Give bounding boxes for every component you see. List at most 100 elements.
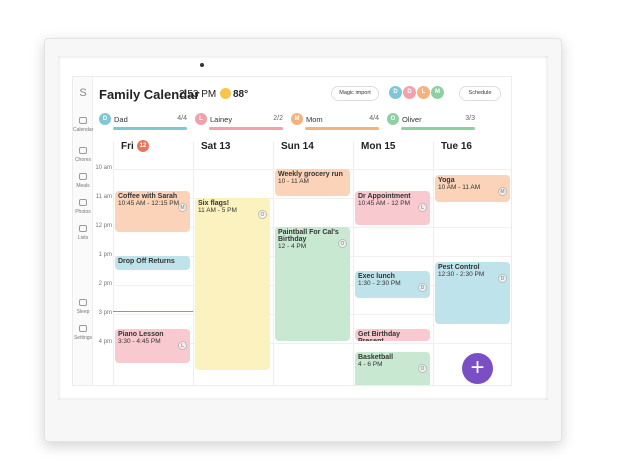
nav-label[interactable]: Photos [75, 209, 91, 215]
hour-line [113, 343, 511, 344]
time: 2:53 PM [179, 89, 217, 100]
event-title: Exec lunch [358, 272, 395, 280]
member-avatar: O [387, 113, 399, 125]
today-badge: 12 [137, 140, 149, 152]
hour-label: 2 pm [98, 281, 112, 287]
event-title: Yoga [438, 176, 455, 184]
avatar[interactable]: L [417, 86, 430, 99]
day-label: Mon 15 [361, 141, 396, 152]
avatar[interactable]: D [403, 86, 416, 99]
magic-import[interactable]: Magic import [331, 86, 379, 101]
column-line [273, 141, 274, 385]
event-avatar: O [418, 363, 427, 373]
event[interactable]: Six flags! 11 AM - 5 PM O [195, 198, 270, 370]
member-avatar: M [291, 113, 303, 125]
nav-label[interactable]: Calendar [73, 127, 94, 133]
event-avatar: M [498, 186, 507, 196]
member-name: Dad [114, 115, 128, 124]
progress-bar [401, 127, 475, 130]
progress-bar [209, 127, 283, 130]
event-title: Coffee with Sarah [118, 192, 178, 200]
column-line [433, 141, 434, 385]
avatar[interactable]: M [431, 86, 444, 99]
nav-icon[interactable] [79, 117, 87, 124]
nav-icon[interactable] [79, 325, 87, 332]
member-name: Oliver [402, 115, 422, 124]
title: Family Calendar [99, 87, 200, 102]
member-name: Mom [306, 115, 323, 124]
event-time: 4 - 6 PM [358, 360, 383, 368]
event-title: Drop Off Returns [118, 258, 175, 265]
schedule[interactable]: Schedule [459, 86, 501, 101]
event[interactable]: Drop Off Returns [115, 256, 190, 270]
nav-label[interactable]: Chores [74, 157, 92, 163]
event[interactable]: Yoga 10 AM - 11 AM M [435, 174, 510, 202]
progress-bar [305, 127, 379, 130]
event[interactable]: Exec lunch 1:30 - 2:30 PM D [355, 270, 430, 298]
logo: S [79, 87, 87, 99]
event-title: Paintball For Cal's Birthday [278, 229, 339, 243]
event-title: Basketball [358, 353, 394, 361]
event-title: Weekly grocery run [278, 171, 343, 178]
nav-icon[interactable] [79, 225, 87, 232]
event-time: 1:30 - 2:30 PM [358, 279, 401, 287]
nav-label[interactable]: Sleep [76, 309, 90, 315]
event-avatar: D [498, 273, 507, 283]
member-avatar: L [195, 113, 207, 125]
event-avatar: L [178, 340, 187, 350]
event-time: 11 AM - 5 PM [198, 207, 237, 214]
hour-label: 12 pm [95, 223, 112, 229]
column-line [193, 141, 194, 385]
member-count: 3/3 [465, 115, 475, 122]
event[interactable]: Weekly grocery run 10 - 11 AM [275, 169, 350, 196]
nav-icon[interactable] [79, 199, 87, 206]
event-time: 10:45 AM - 12:15 PM [118, 199, 180, 207]
now-line [113, 310, 193, 312]
event[interactable]: Dr Appointment 10:45 AM - 12 PM L [355, 190, 430, 225]
weather: 88° [233, 89, 249, 100]
member-count: 2/2 [273, 115, 283, 122]
event-avatar: L [418, 202, 427, 212]
nav-icon[interactable] [79, 173, 87, 180]
member-count: 4/4 [369, 115, 379, 122]
weather-icon [220, 88, 231, 99]
day-label: Fri [121, 141, 134, 152]
nav-label[interactable]: Settings [73, 335, 93, 341]
event-time: 10:45 AM - 12 PM [358, 199, 411, 207]
event[interactable]: Basketball 4 - 6 PM O [355, 351, 430, 385]
day-label: Sun 14 [281, 141, 314, 152]
event[interactable]: Get Birthday Present... [355, 328, 430, 342]
nav-icon[interactable] [79, 147, 87, 154]
event[interactable]: Coffee with Sarah 10:45 AM - 12:15 PM M [115, 190, 190, 233]
add-button[interactable]: + [462, 353, 493, 384]
screen: S Calendar Chores Meals Photos Lists Sleep Sett… [72, 76, 512, 386]
event-time: 3:30 - 4:45 PM [118, 337, 161, 345]
event-title: Six flags! [198, 200, 230, 207]
nav-icon[interactable] [79, 299, 87, 306]
event-title: Dr Appointment [358, 192, 411, 200]
hour-label: 1 pm [98, 252, 112, 258]
event-avatar: O [338, 239, 347, 248]
event-title: Pest Control [438, 263, 480, 271]
hour-label: 11 am [95, 194, 112, 200]
progress-bar [113, 127, 187, 130]
event[interactable]: Piano Lesson 3:30 - 4:45 PM L [115, 328, 190, 363]
event-title: Piano Lesson [118, 330, 164, 338]
hour-label: 4 pm [98, 339, 112, 345]
camera [200, 63, 204, 67]
event-title: Get Birthday Present... [358, 330, 401, 342]
nav-label[interactable]: Meals [76, 183, 90, 189]
nav-label[interactable]: Lists [77, 235, 89, 241]
event-avatar: D [418, 282, 427, 292]
day-label: Tue 16 [441, 141, 472, 152]
avatar[interactable]: D [389, 86, 402, 99]
event-avatar: M [178, 202, 187, 212]
event-avatar: O [258, 210, 267, 219]
hour-label: 10 am [95, 165, 112, 171]
event[interactable]: Paintball For Cal's Birthday 12 - 4 PM O [275, 227, 350, 341]
member-count: 4/4 [177, 115, 187, 122]
event-time: 12:30 - 2:30 PM [438, 270, 485, 278]
column-line [353, 141, 354, 385]
event[interactable]: Pest Control 12:30 - 2:30 PM D [435, 261, 510, 324]
